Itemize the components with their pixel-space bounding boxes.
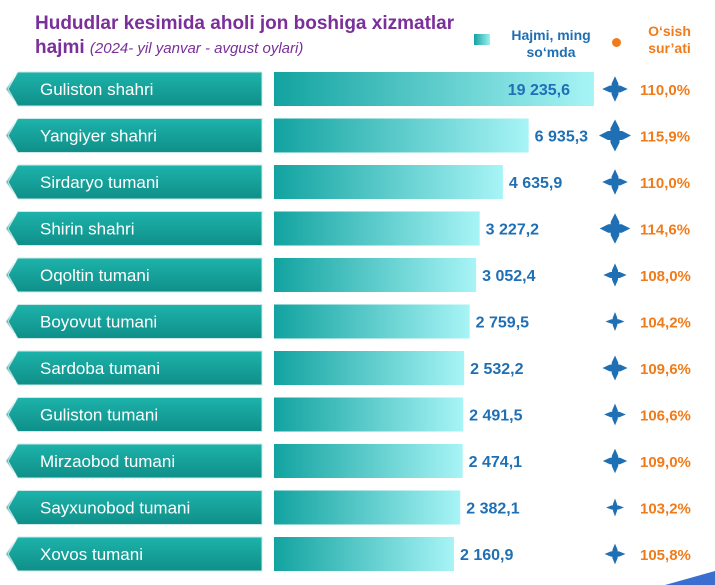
label-box-arrow: [7, 353, 17, 383]
growth-arrows-shape: [599, 119, 631, 152]
chart-title: Hududlar kesimida aholi jon boshiga xizm…: [35, 12, 465, 61]
label-box-arrow: [7, 167, 17, 197]
volume-value-label: 19 235,6: [508, 82, 570, 99]
growth-arrows-icon: [599, 119, 631, 152]
volume-value-label: 2 474,1: [469, 454, 522, 471]
volume-value-label: 2 491,5: [469, 408, 522, 425]
growth-arrows-icon: [604, 403, 626, 426]
category-label: Sirdaryo tumani: [40, 173, 159, 192]
label-box-arrow: [7, 214, 17, 243]
growth-rate-label: 103,2%: [640, 501, 691, 518]
volume-bar: [274, 165, 503, 199]
label-box-arrow: [7, 446, 17, 476]
category-label-box: [5, 304, 263, 339]
growth-rate-label: 104,2%: [640, 315, 691, 332]
category-label: Shirin shahri: [40, 220, 135, 239]
growth-arrows-icon: [602, 355, 628, 381]
growth-arrows-shape: [606, 498, 624, 517]
legend-volume-swatch: [474, 34, 491, 45]
volume-value-label: 3 227,2: [486, 222, 539, 239]
legend-growth: O‘sish sur’ati: [612, 23, 712, 57]
growth-arrows-icon: [605, 311, 625, 332]
category-label: Sardoba tumani: [40, 359, 160, 378]
category-label: Boyovut tumani: [40, 313, 157, 332]
growth-rate-label: 109,6%: [640, 361, 691, 378]
category-label-box: [5, 350, 263, 386]
growth-rate-label: 110,0%: [640, 82, 690, 99]
category-label-box: [5, 490, 263, 525]
category-label-box: [5, 443, 263, 479]
category-label: Yangiyer shahri: [40, 127, 157, 146]
volume-bar: [274, 72, 594, 106]
category-label-box: [5, 71, 263, 107]
growth-arrows-icon: [602, 169, 628, 195]
growth-rate-label: 106,6%: [640, 408, 691, 425]
growth-rate-label: 109,0%: [640, 454, 691, 471]
category-label: Xovos tumani: [40, 545, 143, 564]
growth-rate-label: 114,6%: [640, 222, 690, 239]
growth-arrows-shape: [602, 355, 628, 381]
volume-bar: [274, 351, 465, 385]
category-label-box: [5, 397, 263, 432]
volume-bar: [274, 537, 454, 571]
volume-value-label: 2 160,9: [460, 547, 513, 564]
legend-volume: Hajmi, ming so‘mda: [474, 27, 604, 61]
growth-rate-label: 115,9%: [640, 129, 690, 146]
label-box-arrow: [7, 539, 17, 569]
growth-arrows-shape: [604, 403, 626, 426]
category-label-box: [5, 536, 263, 572]
growth-rate-label: 105,8%: [640, 547, 691, 564]
category-label-box: [5, 257, 263, 293]
category-label: Mirzaobod tumani: [40, 452, 175, 471]
growth-arrows-shape: [602, 448, 628, 474]
volume-bar: [274, 118, 529, 153]
legend-volume-label: Hajmi, ming so‘mda: [511, 27, 591, 60]
label-box-arrow: [7, 307, 17, 336]
growth-arrows-shape: [605, 311, 625, 332]
legend-growth-dot: [612, 38, 621, 47]
category-label-box: [5, 211, 263, 246]
chart-title-text: Hududlar kesimida aholi jon boshiga xizm…: [35, 13, 455, 58]
chart-subtitle: (2024- yil yanvar - avgust oylari): [89, 40, 304, 57]
legend-growth-label: O‘sish sur’ati: [648, 23, 691, 56]
corner-decoration: [665, 571, 715, 585]
volume-value-label: 4 635,9: [509, 175, 562, 192]
category-label: Guliston shahri: [40, 80, 153, 99]
label-box-arrow: [7, 400, 17, 429]
label-box-arrow: [7, 493, 17, 522]
growth-rate-label: 108,0%: [640, 268, 691, 285]
growth-arrows-icon: [599, 213, 631, 244]
growth-arrows-icon: [602, 448, 628, 474]
label-box-arrow: [7, 74, 17, 104]
growth-arrows-shape: [603, 263, 627, 287]
volume-bar: [274, 211, 480, 246]
category-label-box: [5, 118, 263, 153]
growth-arrows-icon: [606, 498, 624, 517]
volume-bar: [274, 444, 463, 478]
label-box-arrow: [7, 121, 17, 150]
growth-arrows-icon: [602, 76, 628, 102]
growth-arrows-icon: [604, 543, 626, 565]
volume-value-label: 2 532,2: [470, 361, 523, 378]
category-label-box: [5, 164, 263, 200]
growth-arrows-shape: [602, 76, 628, 102]
growth-arrows-shape: [602, 169, 628, 195]
category-label: Sayxunobod tumani: [40, 499, 190, 518]
volume-bar: [274, 397, 464, 432]
volume-value-label: 2 759,5: [476, 315, 529, 332]
volume-value-label: 6 935,3: [535, 129, 588, 146]
growth-arrows-icon: [603, 263, 627, 287]
category-label: Guliston tumani: [40, 406, 158, 425]
volume-bar: [274, 490, 461, 525]
category-label: Oqoltin tumani: [40, 266, 150, 285]
volume-value-label: 2 382,1: [466, 501, 519, 518]
growth-arrows-shape: [604, 543, 626, 565]
growth-arrows-shape: [599, 213, 631, 244]
volume-bar: [274, 304, 470, 339]
volume-bar: [274, 258, 477, 292]
label-box-arrow: [7, 260, 17, 290]
volume-value-label: 3 052,4: [482, 268, 535, 285]
growth-rate-label: 110,0%: [640, 175, 690, 192]
